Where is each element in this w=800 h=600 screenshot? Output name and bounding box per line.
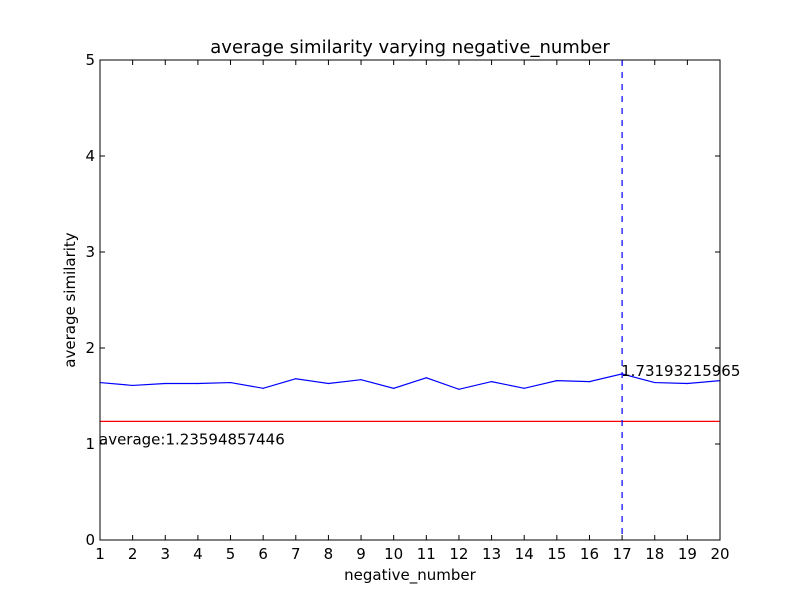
plot-area xyxy=(100,60,720,540)
x-tick-label: 18 xyxy=(645,545,664,563)
x-tick-label: 16 xyxy=(580,545,599,563)
x-tick-label: 12 xyxy=(449,545,468,563)
x-tick-label: 4 xyxy=(193,545,203,563)
x-tick-label: 3 xyxy=(160,545,170,563)
y-tick-label: 3 xyxy=(85,243,95,261)
data-point xyxy=(262,387,264,389)
plot-frame xyxy=(99,59,721,541)
x-tick-label: 13 xyxy=(482,545,501,563)
y-tick-label: 2 xyxy=(85,339,95,357)
y-tick-label: 0 xyxy=(85,531,95,549)
marks-group: average:1.23594857446 1.73193215965 xyxy=(99,60,740,540)
data-point xyxy=(490,381,493,383)
x-tick-label: 15 xyxy=(547,545,566,563)
y-axis-label: average similarity xyxy=(61,232,79,368)
series-line xyxy=(99,373,721,390)
data-point xyxy=(654,381,656,384)
x-tick-label: 14 xyxy=(515,545,534,563)
data-point xyxy=(229,381,232,384)
data-point xyxy=(556,380,558,382)
x-tick-label: 2 xyxy=(128,545,138,563)
data-point xyxy=(523,387,525,389)
data-point xyxy=(393,387,395,389)
x-tick-label: 11 xyxy=(417,545,436,563)
x-tick-label: 7 xyxy=(291,545,301,563)
x-tick-label: 19 xyxy=(678,545,697,563)
x-tick-label: 20 xyxy=(710,545,729,563)
data-point xyxy=(425,377,427,379)
x-axis-label: negative_number xyxy=(344,566,476,585)
data-point xyxy=(621,373,623,375)
y-tick-label: 5 xyxy=(85,51,95,69)
data-point xyxy=(164,382,166,385)
data-point xyxy=(458,388,460,390)
data-point xyxy=(295,378,297,380)
y-tick-label: 1 xyxy=(85,435,95,453)
x-tick-label: 1 xyxy=(95,545,105,563)
x-tick-label: 5 xyxy=(226,545,236,563)
data-point xyxy=(360,379,362,381)
x-tick-label: 9 xyxy=(356,545,366,563)
x-tick-label: 6 xyxy=(258,545,268,563)
average-label: average:1.23594857446 xyxy=(99,430,285,448)
x-tick-label: 17 xyxy=(613,545,632,563)
data-point xyxy=(132,384,134,387)
max-value-label: 1.73193215965 xyxy=(621,362,740,380)
y-tick-label: 4 xyxy=(85,147,95,165)
x-tick-label: 10 xyxy=(384,545,403,563)
data-point xyxy=(327,382,330,385)
data-point xyxy=(197,382,199,385)
x-tick-label: 8 xyxy=(324,545,334,563)
data-point xyxy=(588,381,591,383)
chart-title: average similarity varying negative_numb… xyxy=(210,37,610,58)
data-point xyxy=(686,382,688,385)
